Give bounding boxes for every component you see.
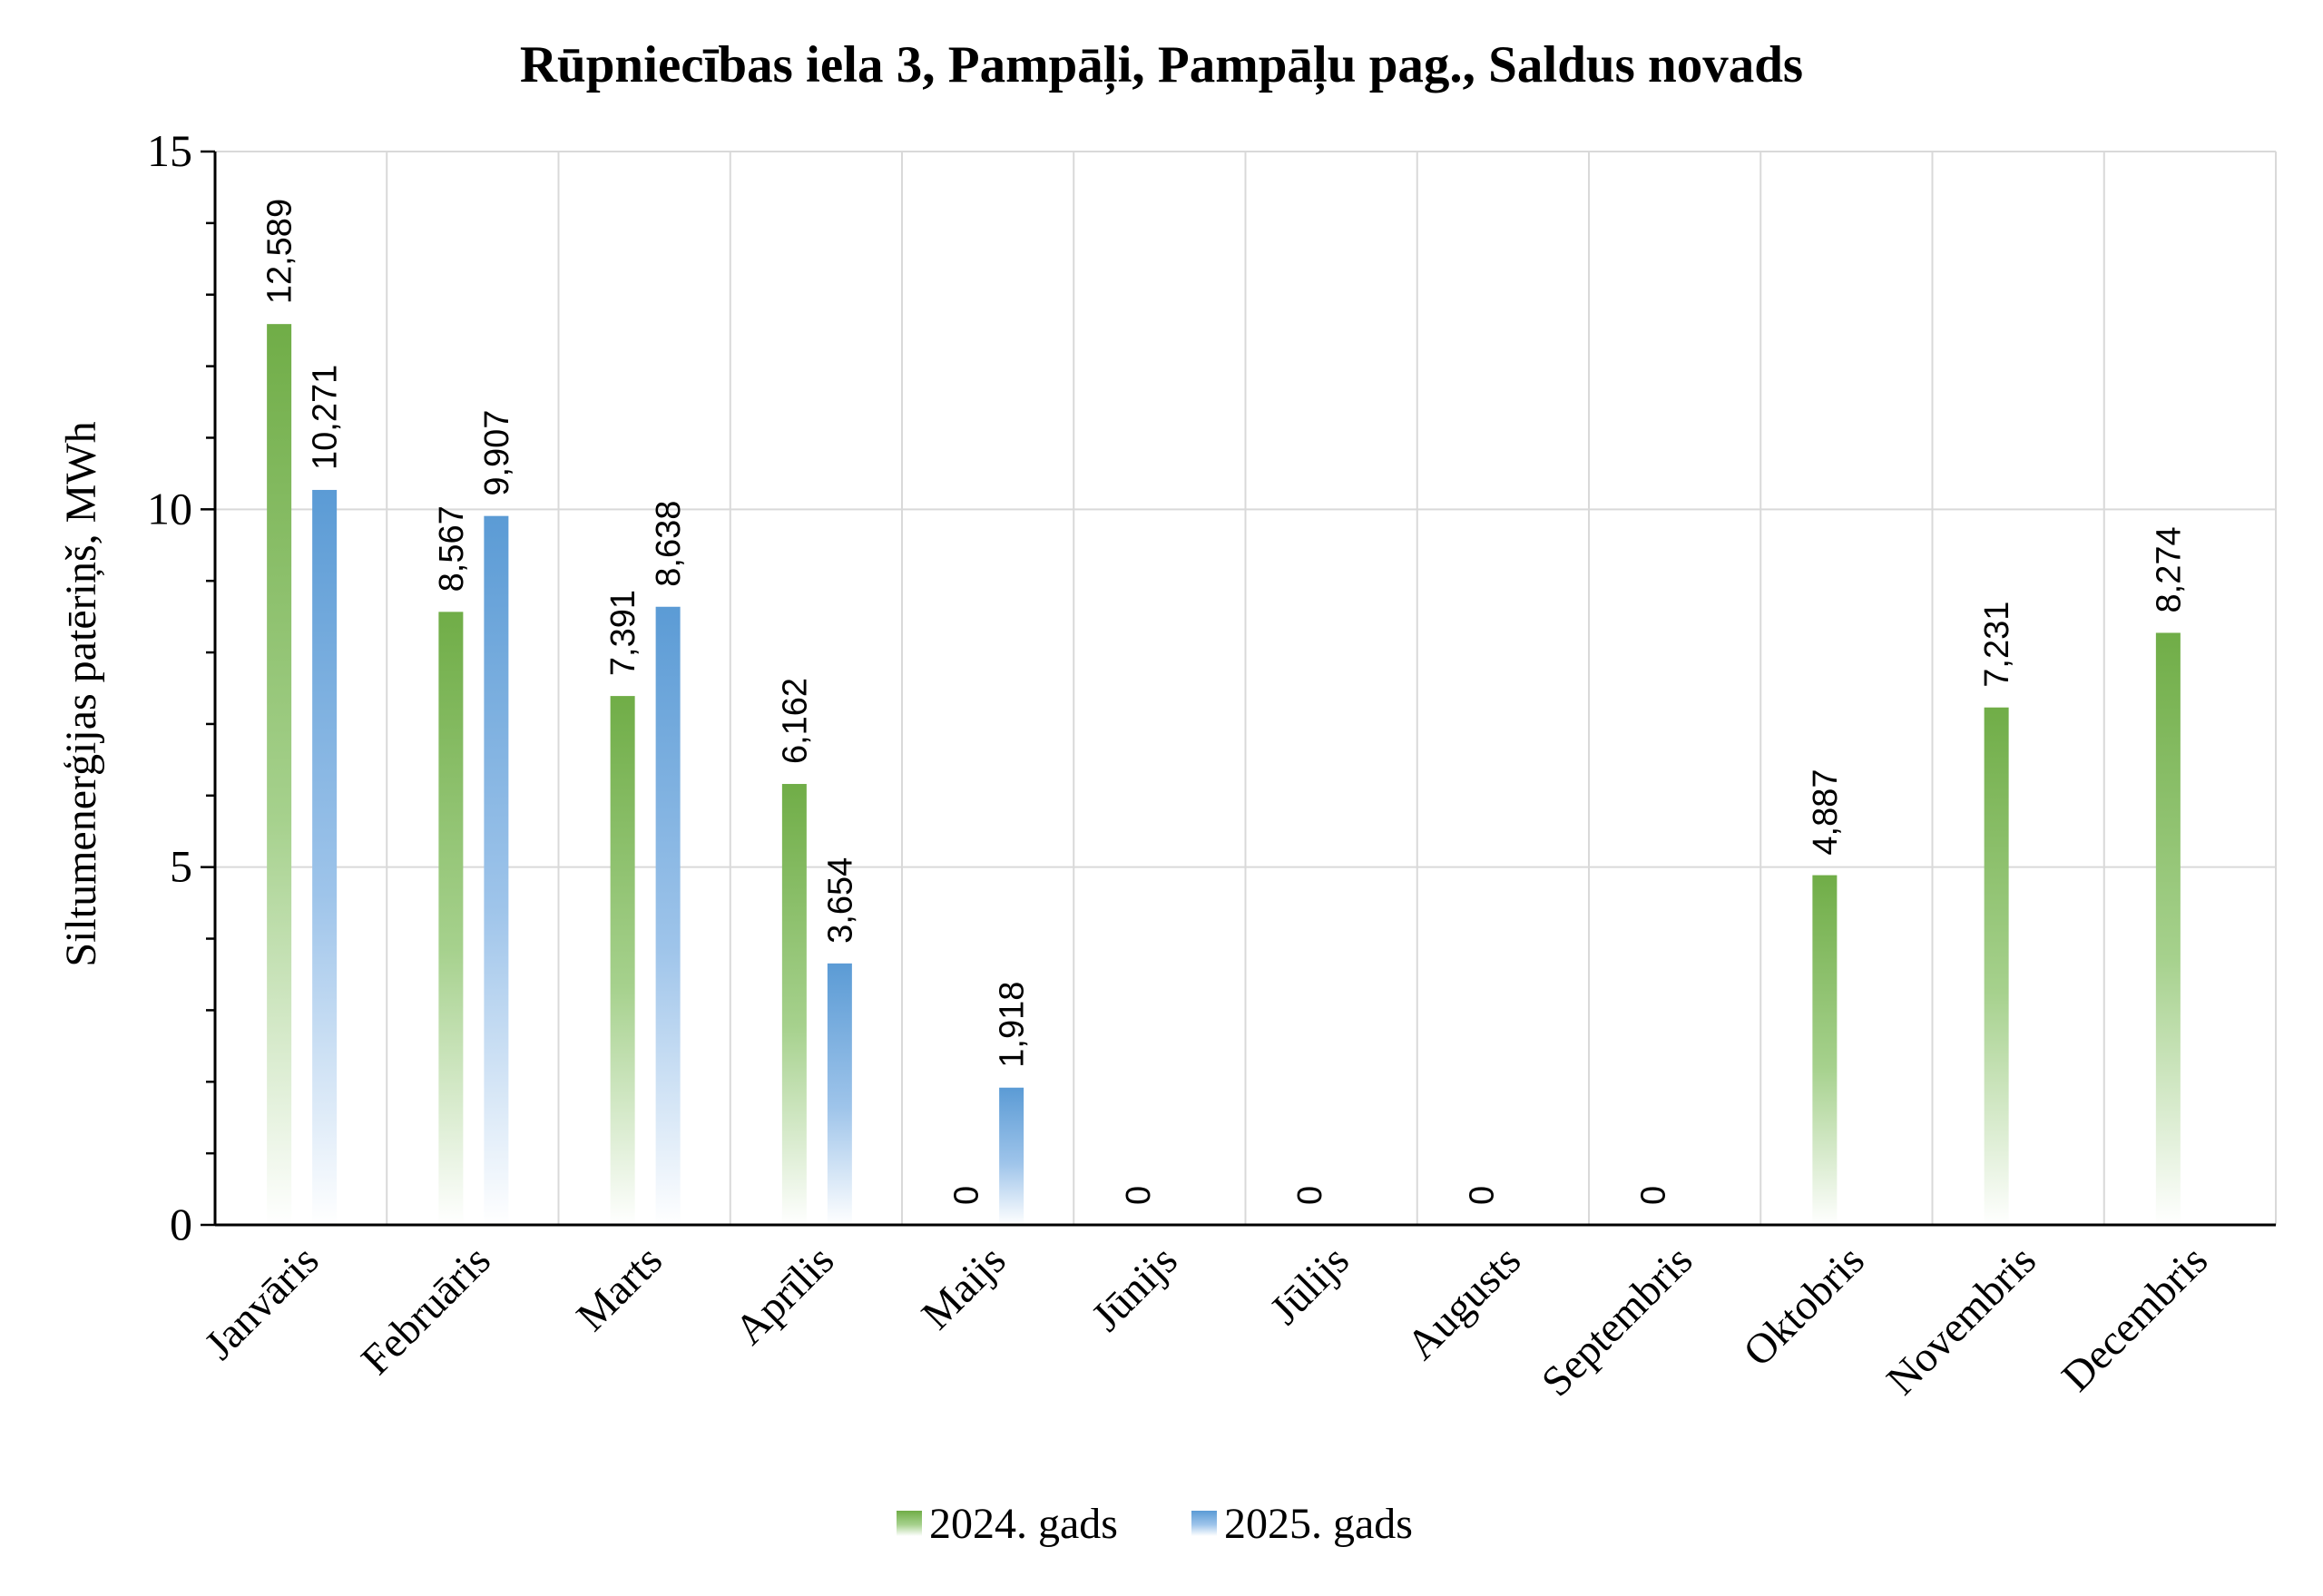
bar-2024-3 <box>781 784 807 1225</box>
y-axis-title: Siltumenerģijas patēriņš, MWh <box>57 421 105 966</box>
chart-title: Rūpniecības iela 3, Pampāļi, Pampāļu pag… <box>520 36 1803 95</box>
bar-2024-2 <box>610 696 635 1225</box>
y-tick-label: 0 <box>170 1199 192 1249</box>
x-tick-label: Septembris <box>1533 1237 1701 1405</box>
data-label: 6,162 <box>776 678 814 764</box>
x-tick-label: Jūlijs <box>1261 1237 1358 1334</box>
bar-2025-1 <box>484 515 509 1225</box>
bar-2024-10 <box>1984 707 2009 1225</box>
bar-2025-2 <box>655 606 681 1225</box>
data-label: 10,271 <box>307 365 345 470</box>
bar-2024-1 <box>438 612 464 1225</box>
data-label: 12,589 <box>261 199 299 304</box>
axes <box>201 150 2276 1227</box>
legend-label-2024: 2024. gads <box>929 1500 1118 1548</box>
data-label: 7,391 <box>604 590 642 676</box>
x-tick-label: Novembris <box>1877 1237 2044 1404</box>
data-label: 0 <box>1463 1186 1501 1205</box>
data-label: 4,887 <box>1807 769 1845 855</box>
data-label: 0 <box>948 1186 986 1205</box>
data-labels: 12,589 8,567 7,391 6,162 0 0 0 0 0 4,887 7,231 8,27… <box>261 199 2189 1205</box>
data-label: 0 <box>1120 1186 1158 1205</box>
data-label: 7,231 <box>1978 602 2016 688</box>
legend-swatch-2024 <box>897 1511 922 1536</box>
data-label: 8,638 <box>650 501 688 587</box>
y-tick-label: 15 <box>147 125 192 176</box>
data-label: 0 <box>1291 1186 1329 1205</box>
data-label: 0 <box>1635 1186 1673 1205</box>
legend: 2024. gads 2025. gads <box>897 1500 1413 1548</box>
x-tick-labels: Janvāris Februāris Marts Aprīlis Maijs Jūnijs… <box>196 1237 2217 1405</box>
x-tick-label: Marts <box>568 1237 671 1340</box>
bar-2025-3 <box>827 963 852 1225</box>
x-tick-label: Aprīlis <box>726 1237 843 1354</box>
x-tick-label: Februāris <box>352 1237 499 1384</box>
data-label: 8,274 <box>2150 526 2188 612</box>
legend-label-2025: 2025. gads <box>1224 1500 1413 1548</box>
bar-2024-0 <box>267 324 292 1225</box>
bar-2024-9 <box>1812 875 1838 1225</box>
x-tick-label: Maijs <box>913 1237 1014 1338</box>
data-label: 3,654 <box>821 857 859 944</box>
x-tick-label: Oktobris <box>1735 1237 1874 1376</box>
y-tick-label: 5 <box>170 841 192 892</box>
bar-2024-11 <box>2155 632 2181 1225</box>
bar-2025-0 <box>312 489 338 1225</box>
data-label: 9,907 <box>478 410 516 496</box>
bars <box>267 324 2181 1225</box>
x-tick-label: Jūnijs <box>1083 1237 1186 1340</box>
data-label: 1,918 <box>994 982 1032 1068</box>
y-tick-label: 10 <box>147 483 192 534</box>
bar-2025-4 <box>999 1087 1024 1225</box>
legend-swatch-2025 <box>1191 1511 1217 1536</box>
data-label: 8,567 <box>433 505 471 592</box>
x-tick-label: Augusts <box>1397 1237 1530 1369</box>
x-tick-label: Decembris <box>2053 1237 2217 1401</box>
y-tick-labels: 0 5 10 15 <box>147 125 192 1249</box>
grid <box>215 151 2277 1225</box>
x-tick-label: Janvāris <box>196 1237 328 1369</box>
